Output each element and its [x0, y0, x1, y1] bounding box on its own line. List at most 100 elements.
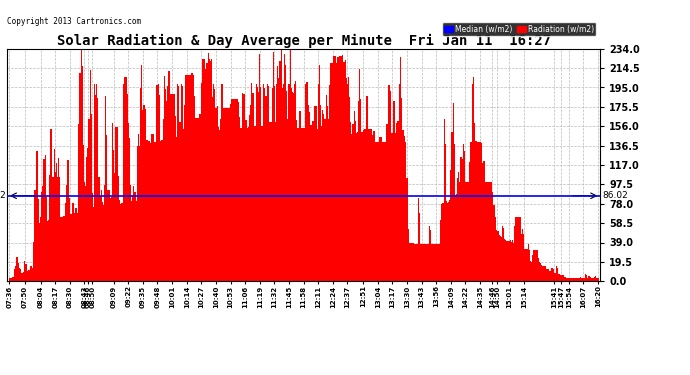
Bar: [58, 158, 59, 281]
Bar: [521, 234, 522, 281]
Bar: [203, 59, 204, 281]
Bar: [240, 128, 241, 281]
Bar: [172, 94, 174, 281]
Bar: [385, 142, 386, 281]
Bar: [348, 76, 349, 281]
Bar: [87, 148, 88, 281]
Bar: [287, 119, 288, 281]
Bar: [355, 121, 356, 281]
Bar: [590, 277, 591, 281]
Bar: [428, 244, 429, 281]
Bar: [50, 129, 51, 281]
Bar: [496, 230, 497, 281]
Bar: [147, 140, 148, 281]
Bar: [288, 84, 290, 281]
Bar: [111, 197, 112, 281]
Bar: [115, 127, 117, 281]
Bar: [514, 226, 515, 281]
Bar: [414, 243, 415, 281]
Bar: [151, 134, 152, 281]
Bar: [276, 84, 277, 281]
Bar: [435, 244, 437, 281]
Bar: [140, 88, 141, 281]
Bar: [510, 240, 511, 281]
Bar: [509, 241, 510, 281]
Bar: [76, 208, 77, 281]
Bar: [102, 201, 103, 281]
Bar: [303, 128, 304, 281]
Bar: [265, 96, 266, 281]
Bar: [103, 205, 104, 281]
Bar: [41, 192, 42, 281]
Bar: [215, 108, 217, 281]
Bar: [258, 92, 259, 281]
Bar: [319, 65, 320, 281]
Bar: [538, 258, 539, 281]
Bar: [494, 205, 495, 281]
Bar: [158, 84, 159, 281]
Bar: [539, 262, 540, 281]
Bar: [403, 130, 404, 281]
Bar: [155, 142, 156, 281]
Bar: [237, 99, 238, 281]
Bar: [404, 136, 405, 281]
Bar: [124, 77, 126, 281]
Bar: [292, 92, 293, 281]
Bar: [353, 111, 355, 281]
Bar: [12, 277, 13, 281]
Bar: [417, 198, 419, 281]
Bar: [335, 63, 337, 281]
Bar: [346, 78, 347, 281]
Bar: [48, 220, 49, 281]
Bar: [535, 250, 537, 281]
Bar: [455, 195, 456, 281]
Bar: [347, 84, 348, 281]
Bar: [17, 263, 19, 281]
Bar: [328, 119, 329, 281]
Bar: [253, 93, 254, 281]
Bar: [381, 137, 382, 281]
Bar: [551, 268, 553, 281]
Bar: [453, 144, 455, 281]
Bar: [400, 57, 401, 281]
Bar: [506, 241, 508, 281]
Bar: [251, 82, 253, 281]
Bar: [557, 268, 558, 281]
Bar: [131, 201, 132, 281]
Bar: [448, 201, 449, 281]
Bar: [246, 120, 247, 281]
Bar: [149, 141, 150, 281]
Bar: [549, 271, 551, 281]
Bar: [10, 278, 11, 281]
Bar: [106, 135, 108, 281]
Bar: [504, 239, 505, 281]
Bar: [532, 255, 533, 281]
Bar: [181, 86, 183, 281]
Bar: [161, 140, 163, 281]
Bar: [317, 84, 319, 281]
Bar: [368, 129, 369, 281]
Bar: [465, 182, 466, 281]
Bar: [382, 142, 383, 281]
Bar: [491, 182, 492, 281]
Bar: [495, 217, 496, 281]
Bar: [122, 203, 124, 281]
Bar: [166, 101, 167, 281]
Bar: [387, 124, 388, 281]
Bar: [547, 269, 548, 281]
Bar: [222, 84, 224, 281]
Bar: [96, 84, 97, 281]
Bar: [250, 105, 251, 281]
Bar: [52, 177, 54, 281]
Bar: [421, 244, 422, 281]
Bar: [27, 271, 28, 281]
Bar: [85, 186, 86, 281]
Bar: [513, 243, 514, 281]
Bar: [571, 278, 573, 281]
Bar: [408, 243, 410, 281]
Bar: [422, 244, 423, 281]
Bar: [351, 134, 353, 281]
Bar: [137, 146, 138, 281]
Bar: [176, 137, 177, 281]
Bar: [526, 249, 528, 281]
